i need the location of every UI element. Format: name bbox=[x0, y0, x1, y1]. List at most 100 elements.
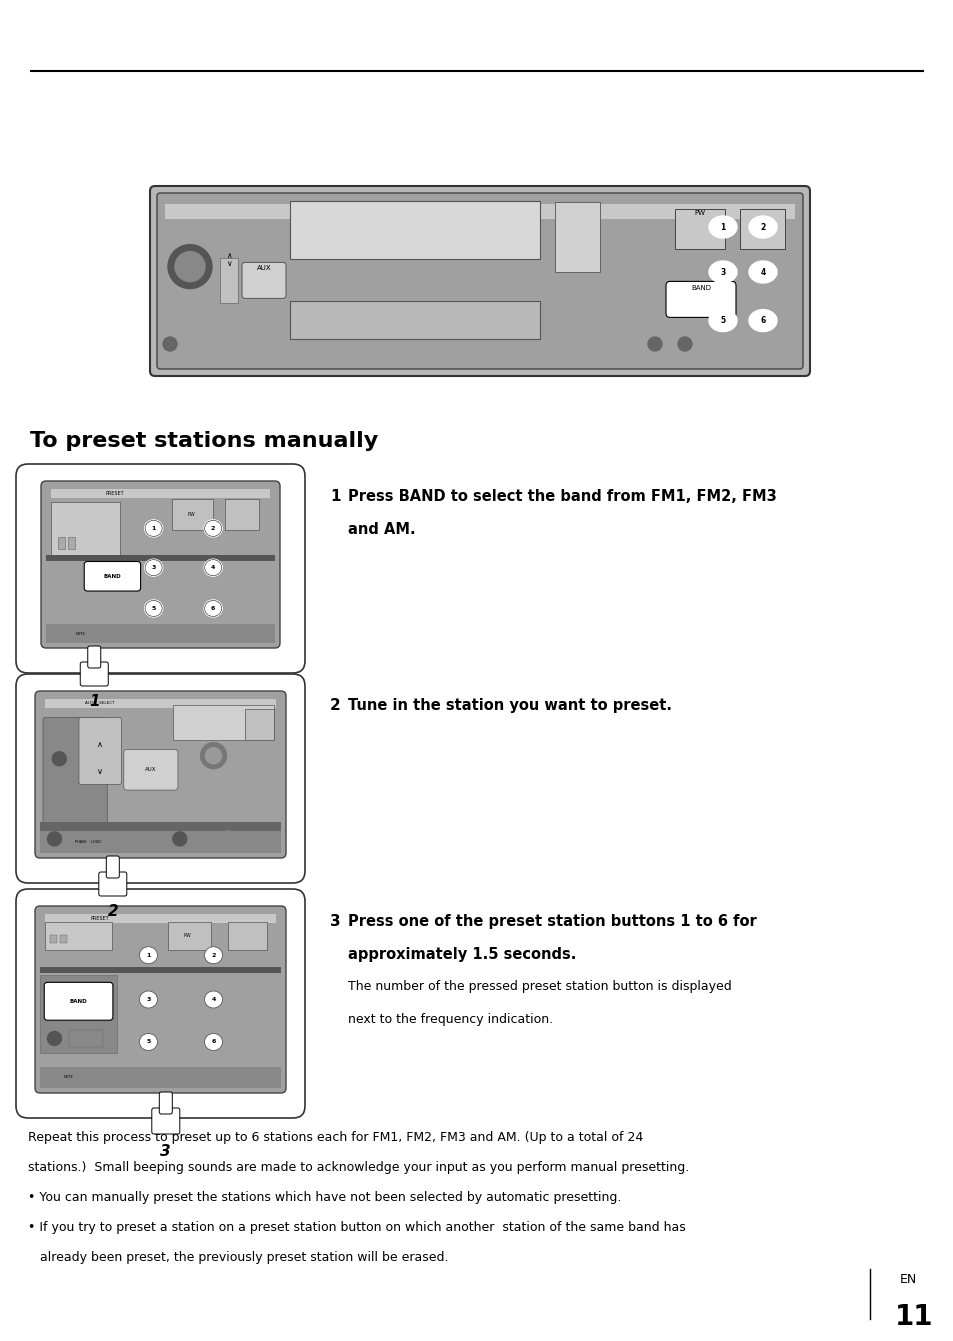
Bar bbox=[40, 822, 281, 831]
Text: • If you try to preset a station on a preset station button on which another  st: • If you try to preset a station on a pr… bbox=[28, 1222, 685, 1234]
Text: 5: 5 bbox=[720, 316, 725, 325]
Circle shape bbox=[168, 244, 212, 288]
Bar bbox=[45, 921, 112, 949]
Bar bbox=[245, 708, 274, 740]
Circle shape bbox=[205, 748, 221, 763]
Text: 1: 1 bbox=[152, 526, 155, 531]
Bar bbox=[220, 257, 237, 303]
Text: NOTE: NOTE bbox=[75, 632, 85, 636]
Circle shape bbox=[163, 337, 177, 351]
FancyBboxPatch shape bbox=[80, 662, 108, 687]
FancyBboxPatch shape bbox=[84, 562, 140, 591]
Text: Press one of the preset station buttons 1 to 6 for: Press one of the preset station buttons … bbox=[348, 915, 756, 929]
Text: BAND: BAND bbox=[690, 286, 710, 291]
Bar bbox=[40, 1066, 281, 1088]
Bar bbox=[40, 831, 281, 853]
Text: 6: 6 bbox=[212, 1039, 215, 1045]
Text: The number of the pressed preset station button is displayed: The number of the pressed preset station… bbox=[348, 980, 731, 992]
Text: 1: 1 bbox=[720, 223, 725, 232]
Ellipse shape bbox=[204, 559, 222, 577]
Text: ∧
∨: ∧ ∨ bbox=[226, 251, 232, 268]
Ellipse shape bbox=[708, 310, 737, 331]
Bar bbox=[168, 921, 211, 949]
Text: BAND: BAND bbox=[104, 574, 121, 579]
Ellipse shape bbox=[145, 559, 162, 577]
FancyBboxPatch shape bbox=[35, 691, 286, 858]
Bar bbox=[172, 705, 274, 740]
Text: 4: 4 bbox=[760, 267, 765, 276]
FancyBboxPatch shape bbox=[242, 263, 286, 299]
FancyBboxPatch shape bbox=[150, 186, 809, 375]
Text: PW: PW bbox=[183, 933, 191, 939]
Text: 3: 3 bbox=[160, 1144, 171, 1159]
Bar bbox=[50, 935, 57, 943]
Ellipse shape bbox=[748, 216, 776, 237]
Bar bbox=[40, 975, 117, 1053]
Text: 2: 2 bbox=[211, 526, 215, 531]
Circle shape bbox=[174, 252, 205, 282]
Bar bbox=[51, 502, 119, 557]
Ellipse shape bbox=[204, 599, 222, 617]
Text: AUX: AUX bbox=[256, 266, 271, 271]
Text: NOTE: NOTE bbox=[64, 1075, 73, 1080]
Ellipse shape bbox=[205, 601, 221, 617]
Text: 3: 3 bbox=[330, 915, 340, 929]
Text: 2: 2 bbox=[108, 904, 118, 919]
Circle shape bbox=[48, 1031, 61, 1046]
Circle shape bbox=[48, 831, 61, 846]
Bar bbox=[45, 915, 275, 923]
Bar bbox=[172, 499, 213, 530]
FancyBboxPatch shape bbox=[16, 889, 305, 1118]
Ellipse shape bbox=[145, 520, 162, 536]
Bar bbox=[51, 489, 270, 498]
FancyBboxPatch shape bbox=[665, 282, 735, 318]
FancyBboxPatch shape bbox=[106, 856, 119, 878]
Ellipse shape bbox=[139, 1034, 157, 1050]
Ellipse shape bbox=[145, 601, 162, 617]
Text: 2: 2 bbox=[212, 952, 215, 957]
Ellipse shape bbox=[145, 599, 162, 617]
Text: To preset stations manually: To preset stations manually bbox=[30, 430, 377, 451]
FancyBboxPatch shape bbox=[41, 481, 280, 648]
Ellipse shape bbox=[708, 261, 737, 283]
Bar bbox=[290, 300, 539, 338]
Text: next to the frequency indication.: next to the frequency indication. bbox=[348, 1012, 553, 1026]
Text: Press BAND to select the band from FM1, FM2, FM3: Press BAND to select the band from FM1, … bbox=[348, 489, 776, 504]
Bar bbox=[224, 499, 258, 530]
FancyBboxPatch shape bbox=[157, 193, 802, 369]
Ellipse shape bbox=[204, 947, 222, 964]
Bar bbox=[228, 921, 266, 949]
Text: Repeat this process to preset up to 6 stations each for FM1, FM2, FM3 and AM. (U: Repeat this process to preset up to 6 st… bbox=[28, 1130, 642, 1144]
Bar bbox=[165, 204, 794, 219]
Ellipse shape bbox=[145, 559, 162, 575]
FancyBboxPatch shape bbox=[16, 675, 305, 882]
Text: stations.)  Small beeping sounds are made to acknowledge your input as you perfo: stations.) Small beeping sounds are made… bbox=[28, 1161, 688, 1173]
Ellipse shape bbox=[748, 310, 776, 331]
FancyBboxPatch shape bbox=[44, 983, 112, 1021]
Bar bbox=[45, 699, 275, 708]
Ellipse shape bbox=[708, 216, 737, 237]
Text: 1: 1 bbox=[330, 489, 340, 504]
Ellipse shape bbox=[748, 261, 776, 283]
FancyBboxPatch shape bbox=[35, 907, 286, 1093]
Text: PW: PW bbox=[694, 209, 705, 216]
Circle shape bbox=[200, 743, 226, 768]
Text: 3: 3 bbox=[146, 996, 151, 1002]
FancyBboxPatch shape bbox=[99, 872, 127, 896]
Text: BAND: BAND bbox=[70, 999, 88, 1004]
Ellipse shape bbox=[204, 520, 222, 536]
Text: 5: 5 bbox=[152, 606, 155, 611]
Text: • You can manually preset the stations which have not been selected by automatic: • You can manually preset the stations w… bbox=[28, 1191, 620, 1204]
Ellipse shape bbox=[204, 991, 222, 1008]
Bar bbox=[40, 967, 281, 974]
Text: 1: 1 bbox=[146, 952, 151, 957]
Ellipse shape bbox=[139, 947, 157, 964]
FancyBboxPatch shape bbox=[88, 646, 101, 668]
Circle shape bbox=[172, 831, 187, 846]
Circle shape bbox=[52, 752, 66, 766]
Circle shape bbox=[220, 831, 235, 848]
Text: AUTO  SELECT: AUTO SELECT bbox=[86, 701, 115, 705]
Text: 3: 3 bbox=[152, 565, 155, 570]
FancyBboxPatch shape bbox=[124, 750, 178, 790]
FancyBboxPatch shape bbox=[152, 1108, 179, 1134]
